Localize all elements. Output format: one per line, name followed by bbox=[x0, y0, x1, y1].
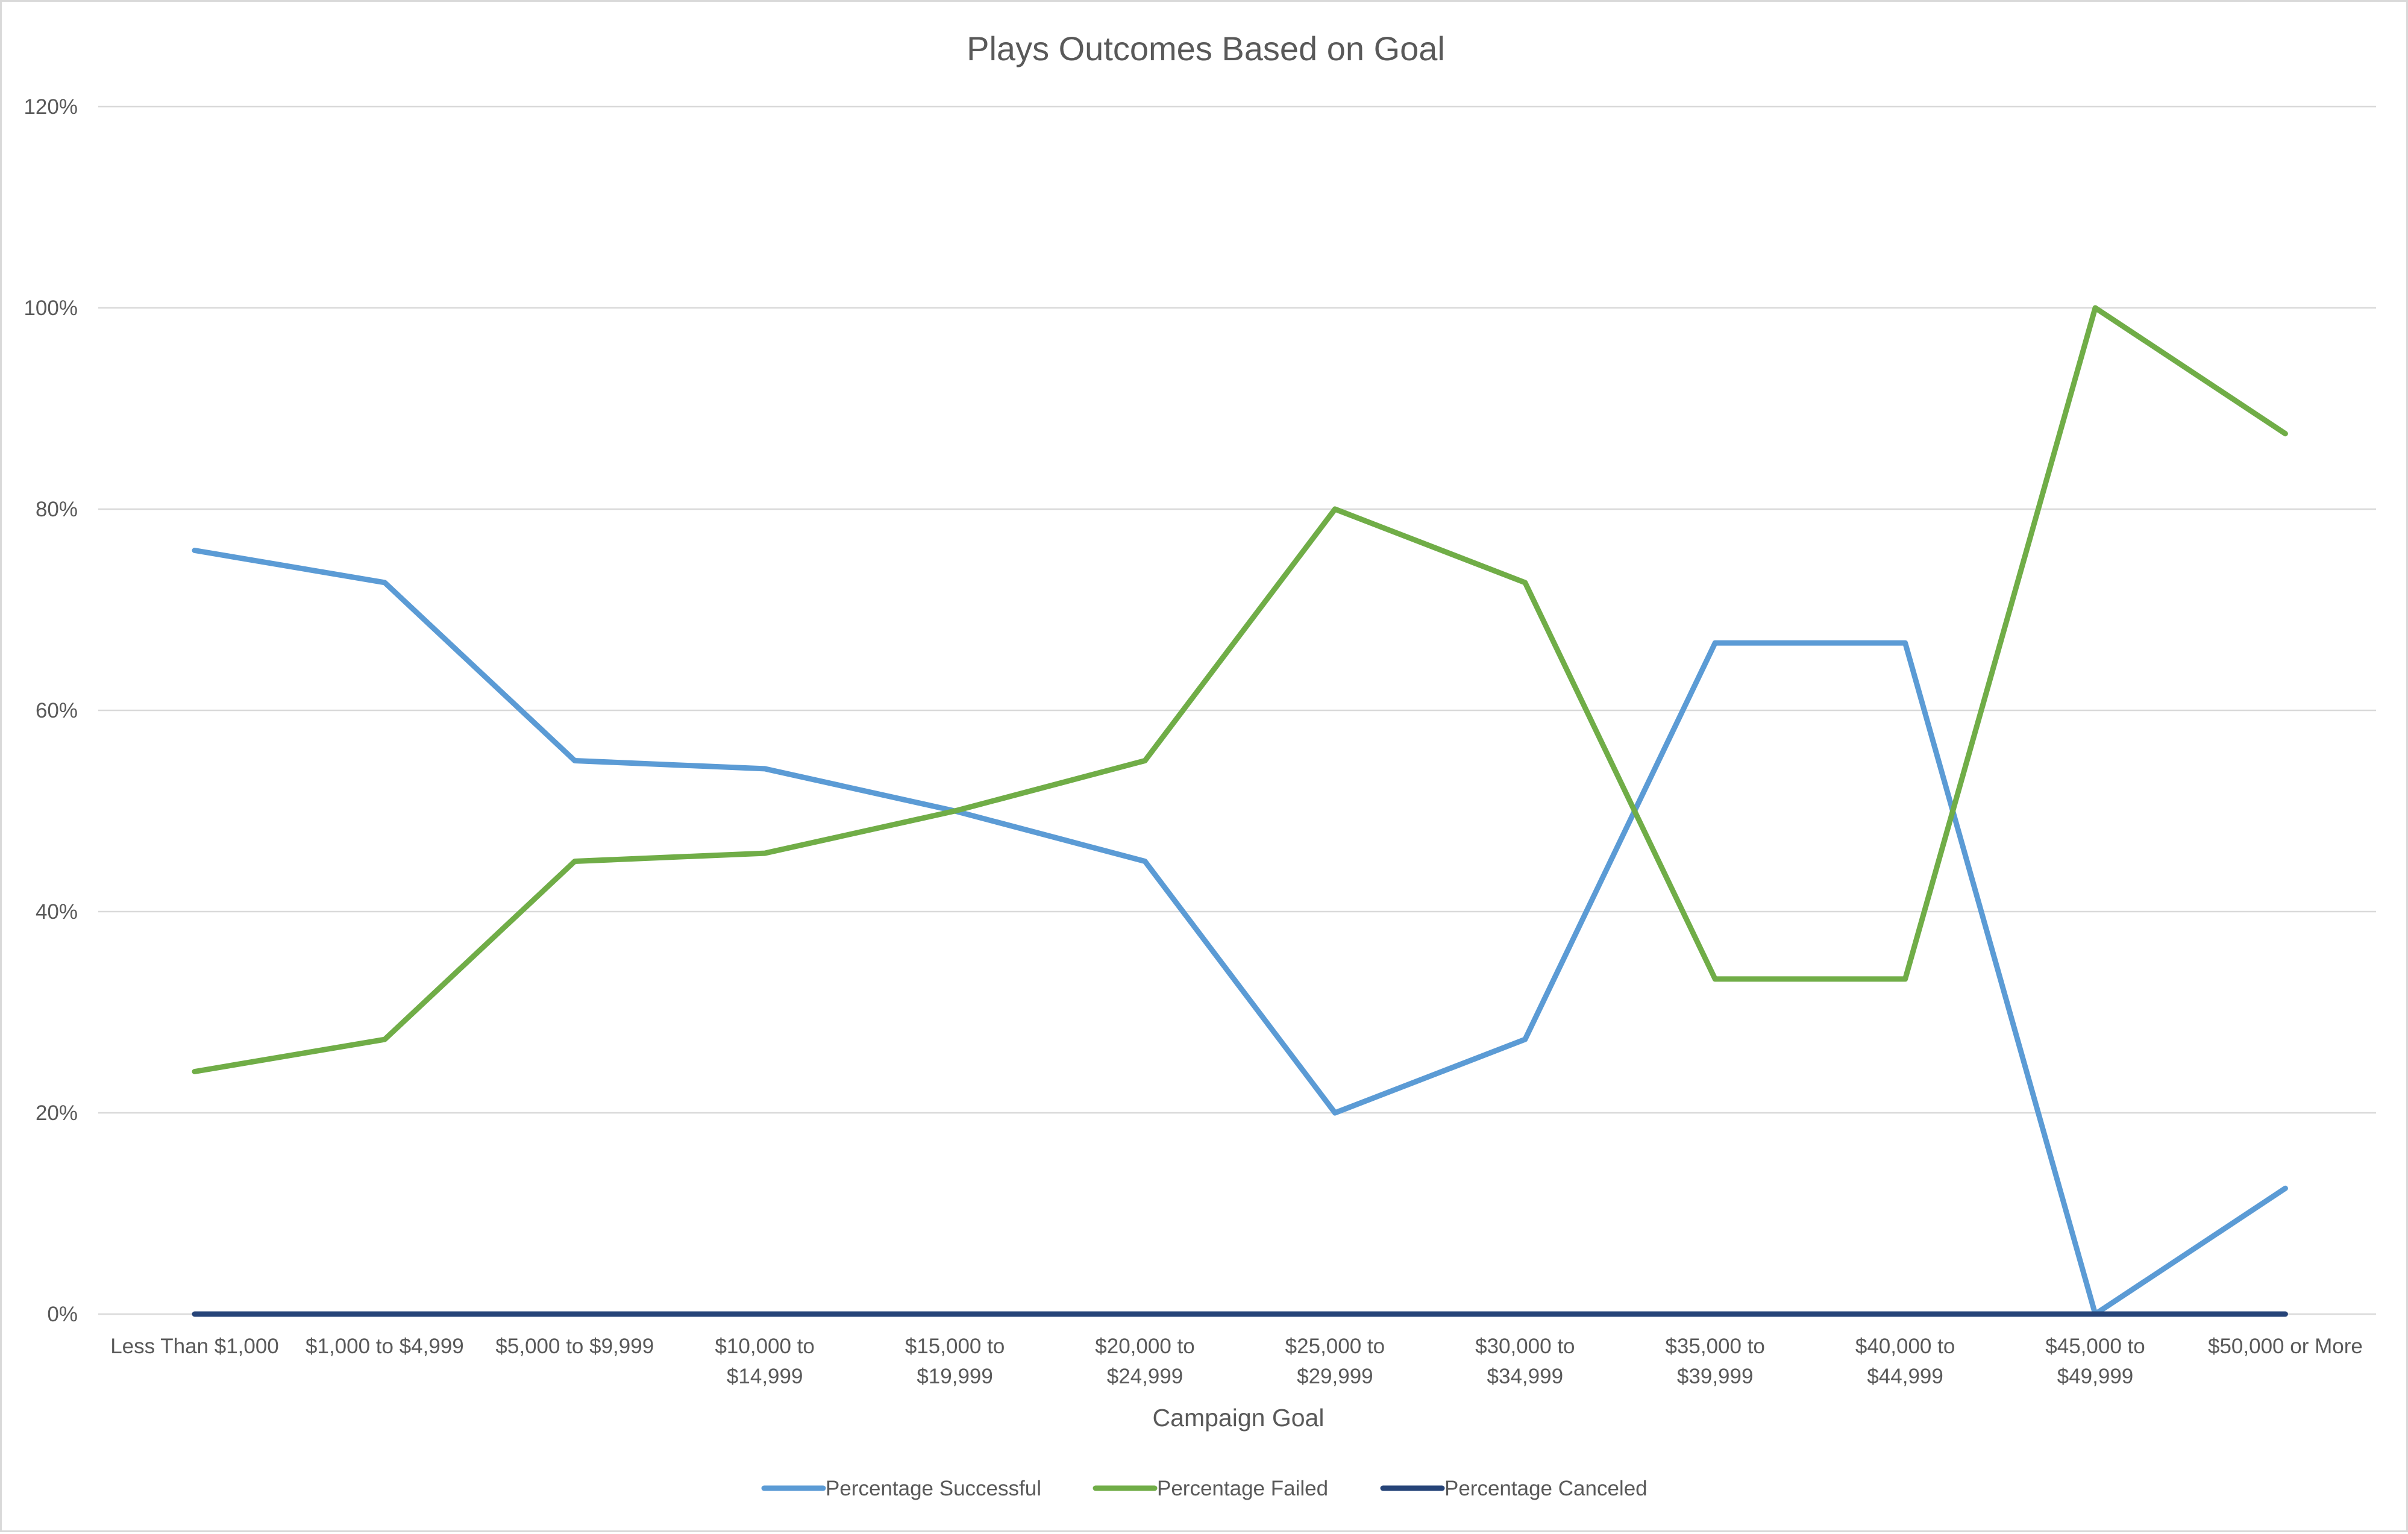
y-tick-label: 80% bbox=[36, 498, 78, 521]
x-tick-label: $5,000 to $9,999 bbox=[495, 1335, 654, 1358]
legend-label: Percentage Successful bbox=[826, 1477, 1041, 1500]
x-tick-label: $45,000 to $49,999 bbox=[2045, 1335, 2145, 1388]
y-axis-ticks: 0% 20% 40% 60% 80% 100% 120% bbox=[24, 95, 78, 1326]
series-line-percentage-failed bbox=[192, 305, 2288, 1074]
x-axis-ticks: Less Than $1,000 $1,000 to $4,999 $5,000 t… bbox=[110, 1335, 2363, 1388]
x-axis-title: Campaign Goal bbox=[1153, 1404, 1325, 1432]
series-lines bbox=[192, 305, 2288, 1317]
y-tick-label: 20% bbox=[36, 1101, 78, 1125]
x-tick-label: $25,000 to $29,999 bbox=[1285, 1335, 1385, 1388]
x-tick-label: $15,000 to $19,999 bbox=[905, 1335, 1005, 1388]
x-tick-label: $50,000 or More bbox=[2208, 1335, 2363, 1358]
gridlines bbox=[98, 105, 2376, 1315]
y-tick-label: 120% bbox=[24, 95, 78, 119]
legend-label: Percentage Failed bbox=[1157, 1477, 1328, 1500]
x-tick-label: $40,000 to $44,999 bbox=[1855, 1335, 1955, 1388]
chart-title: Plays Outcomes Based on Goal bbox=[967, 30, 1445, 67]
x-tick-label: $35,000 to $39,999 bbox=[1665, 1335, 1764, 1388]
y-tick-label: 60% bbox=[36, 699, 78, 722]
x-tick-label: $30,000 to $34,999 bbox=[1475, 1335, 1575, 1388]
y-tick-label: 40% bbox=[36, 900, 78, 924]
legend: Percentage Successful Percentage Failed Pe… bbox=[761, 1477, 1648, 1500]
x-tick-label: $10,000 to $14,999 bbox=[715, 1335, 814, 1388]
y-tick-label: 0% bbox=[47, 1303, 78, 1326]
legend-label: Percentage Canceled bbox=[1444, 1477, 1648, 1500]
x-tick-label: $1,000 to $4,999 bbox=[306, 1335, 464, 1358]
x-tick-label: $20,000 to $24,999 bbox=[1095, 1335, 1194, 1388]
y-tick-label: 100% bbox=[24, 296, 78, 320]
x-tick-label: Less Than $1,000 bbox=[110, 1335, 279, 1358]
series-line-percentage-successful bbox=[192, 548, 2288, 1317]
